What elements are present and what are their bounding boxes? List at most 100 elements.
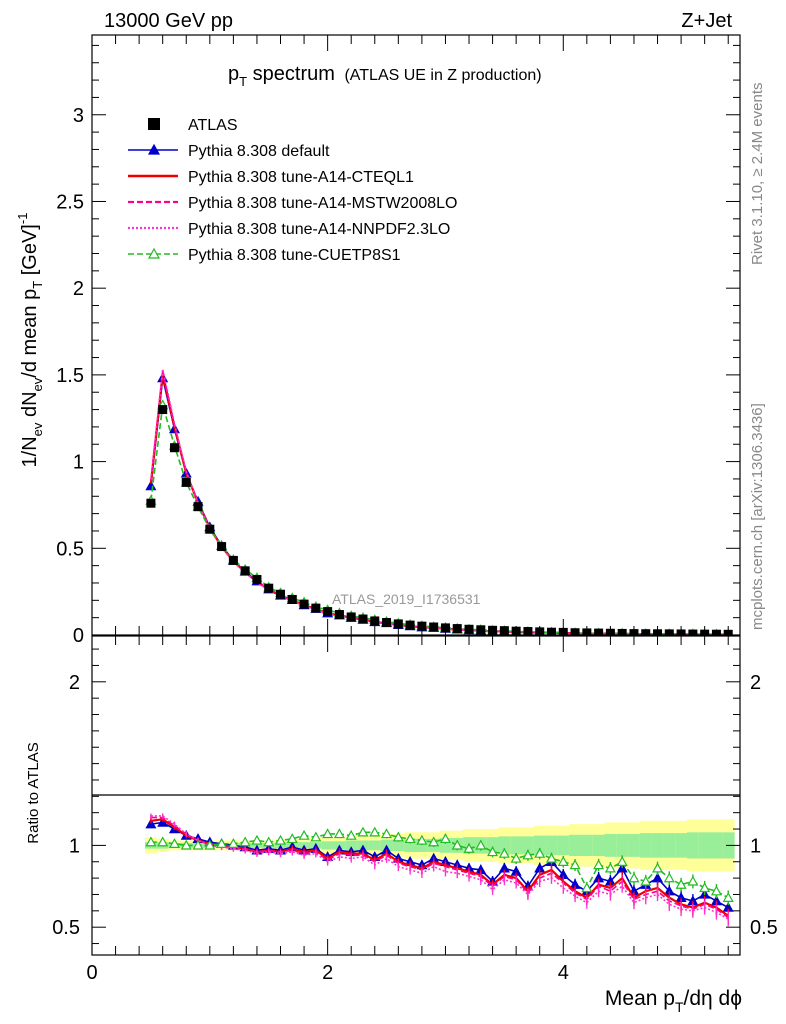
series-marker-ratio-4 bbox=[251, 834, 263, 845]
legend-label: Pythia 8.308 default bbox=[188, 143, 330, 160]
series-line-ratio-4 bbox=[150, 831, 729, 899]
series-marker-ratio-4 bbox=[593, 859, 605, 870]
atlas-data-point bbox=[476, 625, 486, 635]
series-marker-ratio-4 bbox=[710, 885, 722, 896]
series-marker-ratio-4 bbox=[581, 882, 593, 893]
axis-ticks: 0 0.5 1 1.5 2 2.5 3 0 2 4 0.5 0.5 1 1 2 2 bbox=[52, 35, 778, 984]
atlas-data-point bbox=[711, 629, 721, 635]
series-marker-ratio-4 bbox=[416, 834, 428, 845]
band-green-bin bbox=[368, 840, 382, 851]
rivet-version-label: Rivet 3.1.10, ≥ 2.4M events bbox=[749, 83, 766, 266]
series-marker-ratio-4 bbox=[428, 836, 440, 847]
series-marker-ratio-4 bbox=[652, 862, 664, 873]
series-marker-ratio-4 bbox=[451, 839, 463, 850]
legend-entry-4: Pythia 8.308 tune-A14-NNPDF2.3LO bbox=[128, 221, 450, 238]
atlas-data-point bbox=[158, 405, 168, 415]
band-green-bin bbox=[604, 833, 617, 857]
band-green-bin bbox=[392, 839, 405, 852]
atlas-data-point bbox=[382, 618, 392, 628]
upper-y-tick-label: 1 bbox=[73, 452, 84, 474]
series-marker-ratio-4 bbox=[475, 839, 487, 850]
band-green-bin bbox=[663, 833, 676, 858]
series-marker-ratio-4 bbox=[369, 826, 381, 837]
band-green-bin bbox=[545, 835, 558, 856]
series-marker-ratio-4 bbox=[487, 846, 499, 857]
series-marker-ratio-4 bbox=[640, 875, 652, 886]
atlas-data-point bbox=[346, 612, 356, 622]
upper-y-tick-label: 1.5 bbox=[56, 365, 84, 387]
header-energy-label: 13000 GeV pp bbox=[104, 10, 233, 32]
atlas-data-point bbox=[264, 583, 274, 593]
atlas-data-point bbox=[146, 498, 156, 508]
series-marker-ratio-4 bbox=[216, 838, 228, 848]
band-green-bin bbox=[321, 841, 335, 850]
series-marker-ratio-4 bbox=[286, 833, 298, 844]
series-marker-ratio-4 bbox=[557, 856, 569, 866]
series-line-ratio-3 bbox=[150, 815, 729, 920]
atlas-data-point bbox=[193, 502, 203, 512]
legend-label: Pythia 8.308 tune-CUETP8S1 bbox=[188, 247, 401, 264]
legend-entry-1: Pythia 8.308 default bbox=[128, 143, 330, 160]
series-marker-ratio-4 bbox=[722, 892, 734, 902]
series-line-ratio-2 bbox=[150, 816, 729, 919]
series-marker-ratio-4 bbox=[699, 882, 711, 893]
series-marker-ratio-4 bbox=[345, 829, 357, 840]
series-marker-ratio-4 bbox=[522, 849, 534, 860]
series-marker-ratio-4 bbox=[274, 834, 287, 845]
atlas-data-point bbox=[617, 628, 627, 635]
series-marker-ratio-4 bbox=[510, 852, 522, 863]
atlas-data-point bbox=[276, 589, 286, 599]
atlas-data-point bbox=[370, 616, 380, 626]
upper-y-tick-label: 2 bbox=[73, 278, 84, 300]
series-marker-ratio-4 bbox=[333, 828, 345, 839]
x-tick-label: 2 bbox=[322, 962, 333, 984]
plot-title: pT spectrum (ATLAS UE in Z production) bbox=[228, 63, 542, 89]
legend-label: Pythia 8.308 tune-A14-NNPDF2.3LO bbox=[188, 221, 450, 238]
series-marker-ratio-4 bbox=[392, 831, 404, 842]
atlas-data-point bbox=[334, 610, 344, 620]
atlas-data-point bbox=[688, 629, 698, 635]
series-marker-ratio-4 bbox=[239, 836, 251, 847]
atlas-data-point bbox=[287, 594, 297, 604]
series-marker-ratio-4 bbox=[298, 829, 310, 840]
legend-label: Pythia 8.308 tune-A14-CTEQL1 bbox=[188, 169, 414, 186]
series-marker-ratio-4 bbox=[381, 828, 393, 839]
series-marker-ratio-4 bbox=[168, 838, 180, 848]
band-green-bin bbox=[710, 832, 723, 859]
legend: ATLAS Pythia 8.308 default Pythia 8.308 tu… bbox=[128, 117, 457, 264]
band-green-bin bbox=[675, 833, 688, 858]
lower-panel-frame bbox=[91, 635, 741, 956]
atlas-data-point bbox=[311, 603, 321, 613]
x-axis-label: Mean pT/dη dϕ bbox=[605, 987, 742, 1015]
series-line-upper-4 bbox=[150, 404, 729, 635]
header-process-label: Z+Jet bbox=[681, 10, 732, 32]
atlas-data-point bbox=[181, 477, 191, 487]
atlas-data-point bbox=[228, 555, 238, 565]
series-marker-ratio-4 bbox=[439, 833, 451, 844]
atlas-data-point bbox=[393, 619, 403, 629]
legend-entry-5: Pythia 8.308 tune-CUETP8S1 bbox=[128, 247, 401, 264]
legend-entry-3: Pythia 8.308 tune-A14-MSTW2008LO bbox=[128, 195, 457, 212]
lower-y-tick-label-right: 2 bbox=[750, 672, 761, 694]
upper-panel-frame bbox=[91, 34, 741, 636]
atlas-data-point bbox=[452, 624, 462, 634]
analysis-watermark: ATLAS_2019_I1736531 bbox=[332, 591, 481, 607]
lower-y-tick-label-right: 0.5 bbox=[750, 917, 778, 939]
series-marker-ratio-4 bbox=[616, 856, 628, 866]
series-marker-ratio-4 bbox=[227, 838, 239, 848]
atlas-data-point bbox=[240, 566, 250, 576]
band-green-bin bbox=[616, 833, 629, 857]
atlas-data-point bbox=[570, 628, 580, 635]
atlas-data-point bbox=[358, 614, 368, 624]
series-marker-ratio-4 bbox=[404, 833, 416, 844]
x-tick-label: 4 bbox=[558, 962, 569, 984]
series-marker-ratio-4 bbox=[687, 875, 699, 886]
band-green-bin bbox=[639, 833, 653, 858]
band-green-bin bbox=[498, 836, 511, 855]
series-marker-ratio-4 bbox=[357, 826, 369, 837]
band-green-bin bbox=[557, 835, 570, 856]
series-marker-ratio-4 bbox=[675, 878, 687, 889]
series-marker-ratio-4 bbox=[498, 847, 510, 858]
upper-y-tick-label: 2.5 bbox=[56, 191, 84, 213]
